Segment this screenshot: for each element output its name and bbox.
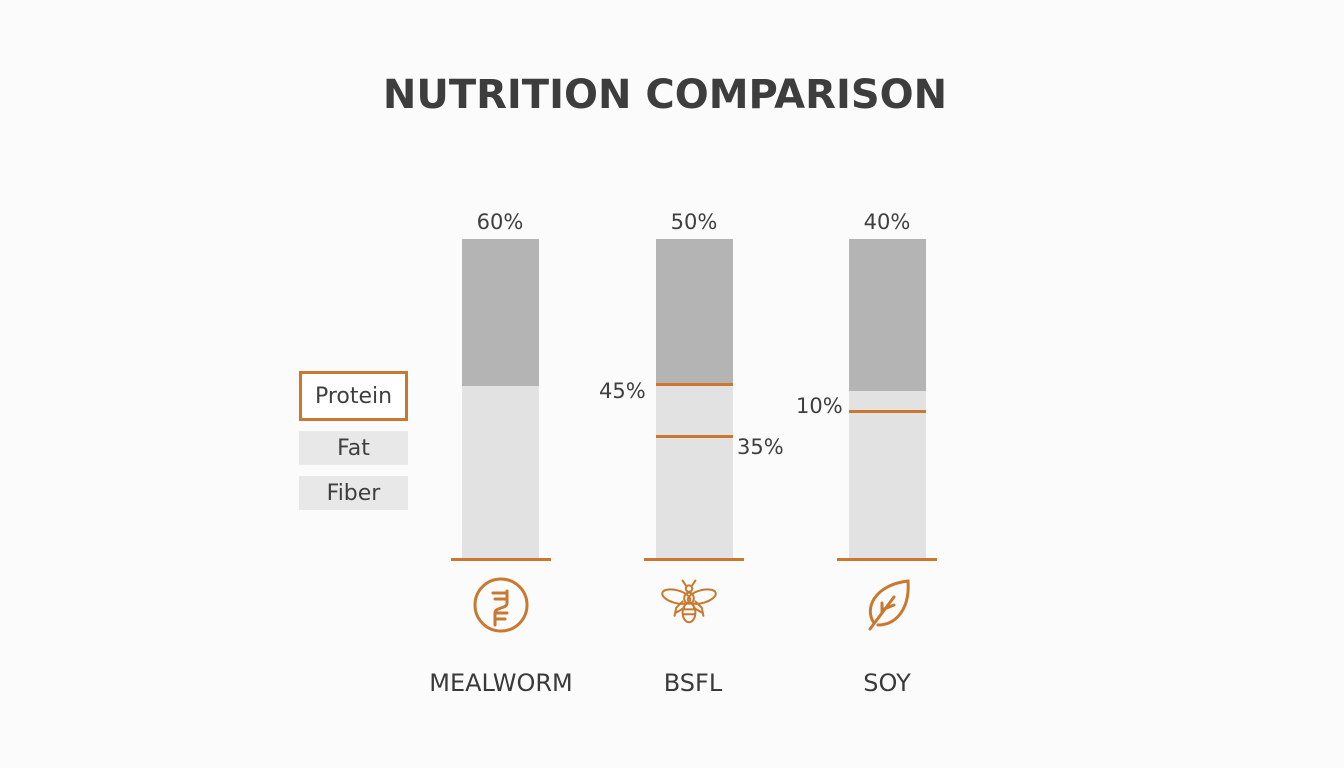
marker-soy-10 (849, 410, 926, 413)
legend-protein[interactable]: Protein (299, 371, 408, 421)
chart-title: NUTRITION COMPARISON (382, 72, 948, 118)
category-label-bsfl: BSFL (663, 669, 723, 697)
annotation-bsfl-45: 45% (599, 379, 646, 403)
annotation-soy-10: 10% (796, 394, 843, 418)
baseline-mealworm (451, 558, 551, 561)
category-label-soy: SOY (863, 669, 911, 697)
bar-bsfl-protein (656, 239, 733, 384)
annotation-bsfl-35: 35% (737, 435, 784, 459)
value-label-soy: 40% (863, 210, 911, 234)
dna-icon (473, 577, 529, 633)
bee-icon (661, 579, 717, 624)
bar-soy-protein (849, 239, 926, 391)
baseline-bsfl (644, 558, 744, 561)
leaf-icon (868, 579, 910, 631)
marker-bsfl-45 (656, 383, 733, 386)
legend-fiber[interactable]: Fiber (299, 476, 408, 510)
baseline-soy (837, 558, 937, 561)
category-label-mealworm: MEALWORM (429, 669, 573, 697)
legend-fat[interactable]: Fat (299, 431, 408, 465)
marker-bsfl-35 (656, 435, 733, 438)
value-label-bsfl: 50% (670, 210, 718, 234)
value-label-mealworm: 60% (476, 210, 524, 234)
bar-mealworm-protein (462, 239, 539, 386)
